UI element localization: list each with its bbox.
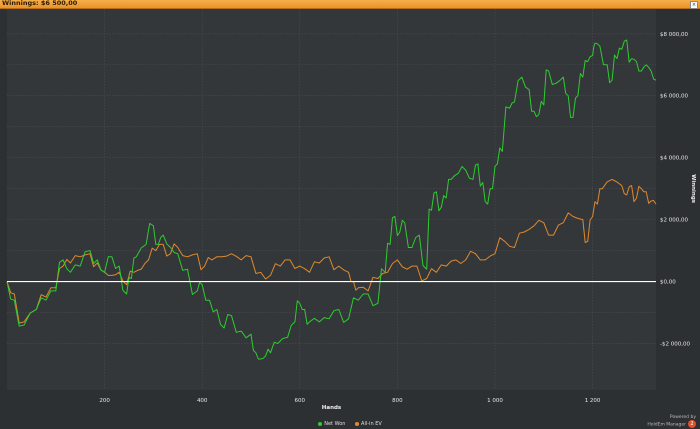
legend: Net Won All-in EV (0, 421, 700, 427)
series-line-all-in-ev (6, 178, 657, 324)
y-tick-label: $4 000,00 (660, 156, 688, 162)
product-name: HoldEm Manager (647, 422, 686, 428)
close-icon[interactable]: × (690, 1, 698, 9)
plot-area (7, 9, 656, 390)
window-title: Winnings: $6 500,00 (2, 0, 78, 7)
legend-item-all-in-ev[interactable]: All-in EV (355, 421, 382, 427)
legend-label-all-in-ev: All-in EV (361, 421, 382, 427)
winnings-chart: 200 400 600 800 1 000 1 200 -$2 000,00 $0,00 $2 … (6, 9, 696, 411)
y-tick-label: -$2 000,00 (660, 342, 690, 348)
y-tick-label: $6 000,00 (660, 94, 688, 100)
x-axis-label: Hands (322, 405, 342, 411)
x-tick-label: 1 000 (487, 398, 503, 404)
legend-swatch-net-won (318, 421, 323, 426)
x-tick-label: 1 200 (585, 398, 601, 404)
y-axis-label: Winnings (690, 174, 696, 204)
hm-logo-badge: 2 (688, 420, 696, 428)
legend-label-net-won: Net Won (324, 421, 346, 427)
powered-by-text: Powered by (669, 415, 696, 420)
x-tick-label: 200 (99, 398, 110, 404)
y-tick-label: $8 000,00 (660, 32, 688, 38)
legend-item-net-won[interactable]: Net Won (318, 421, 345, 427)
y-tick-label: $0,00 (660, 280, 676, 286)
x-tick-label: 800 (392, 398, 403, 404)
x-tick-label: 600 (295, 398, 306, 404)
title-bar: Winnings: $6 500,00 × (0, 0, 700, 9)
branding: Powered by HoldEm Manager 2 (647, 415, 696, 428)
x-tick-label: 400 (197, 398, 208, 404)
legend-swatch-all-in-ev (355, 421, 360, 426)
series-line-net-won (6, 39, 657, 360)
y-tick-label: $2 000,00 (660, 218, 688, 224)
